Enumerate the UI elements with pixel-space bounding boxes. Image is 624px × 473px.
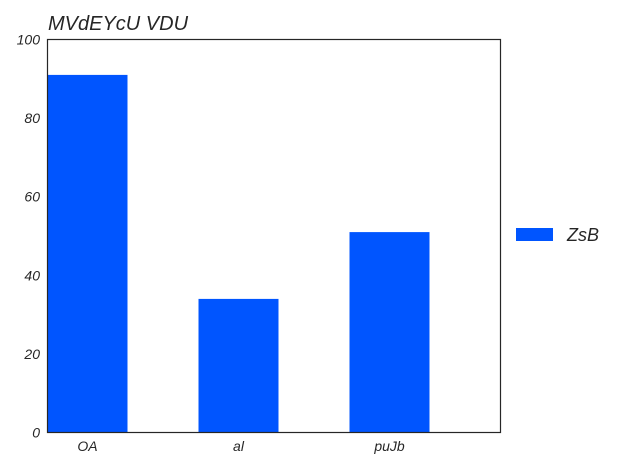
- x-axis: OA al puJb: [77, 438, 405, 454]
- y-tick-label: 40: [24, 267, 40, 283]
- x-tick-label: OA: [77, 438, 97, 454]
- plot-area: [47, 74, 430, 433]
- x-tick-label: puJb: [373, 438, 405, 454]
- legend: ZsB: [516, 225, 599, 245]
- chart-title: MVdEYcU VDU: [48, 13, 189, 35]
- y-tick-label: 0: [32, 425, 40, 441]
- y-tick-label: 80: [24, 110, 40, 126]
- bar-pujb: [349, 232, 430, 433]
- y-axis: 0 20 40 60 80 100: [17, 32, 41, 441]
- y-tick-label: 20: [23, 346, 40, 362]
- y-tick-label: 60: [24, 189, 40, 205]
- bar-oa: [47, 74, 128, 433]
- bar-al: [198, 298, 279, 433]
- legend-swatch: [516, 228, 553, 241]
- plot-frame: [46, 38, 502, 434]
- x-tick-label: al: [233, 438, 245, 454]
- legend-label: ZsB: [566, 225, 599, 245]
- y-tick-label: 100: [17, 32, 41, 48]
